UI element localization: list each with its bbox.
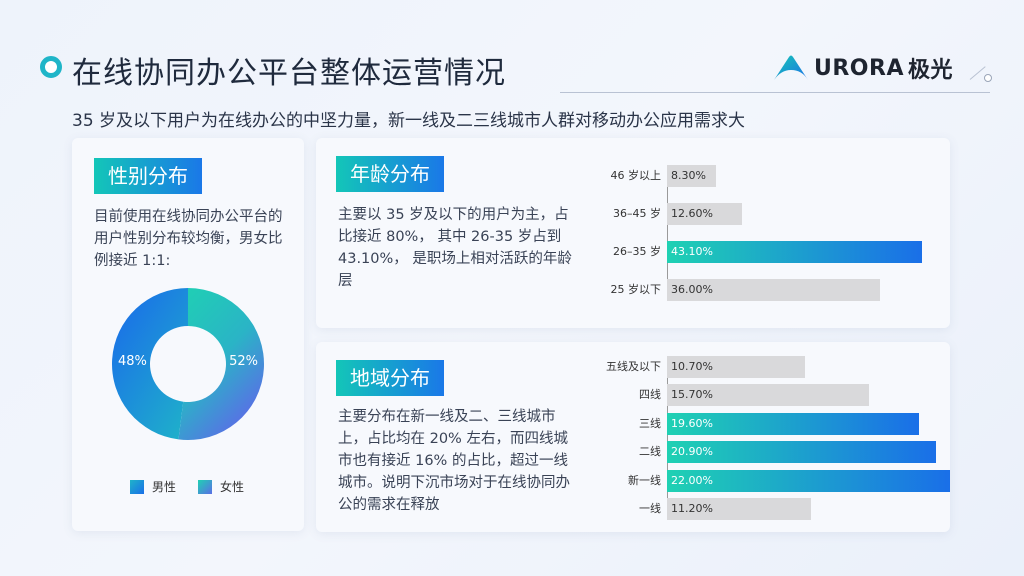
gender-tag: 性别分布 bbox=[94, 158, 202, 194]
legend-swatch-male bbox=[130, 479, 144, 494]
legend-label-female: 女性 bbox=[220, 480, 245, 494]
bar-category-label: 三线 bbox=[639, 416, 661, 430]
bar bbox=[667, 469, 950, 492]
legend-swatch-female bbox=[198, 479, 212, 494]
bar-value-label: 20.90% bbox=[671, 445, 713, 459]
bar-value-label: 36.00% bbox=[671, 283, 713, 296]
bar-value-label: 8.30% bbox=[671, 169, 706, 182]
bar-row: 36–45 岁 12.60% bbox=[613, 203, 922, 225]
bar bbox=[667, 384, 869, 407]
gender-donut-chart: 48% 52% bbox=[110, 286, 266, 442]
region-tag: 地域分布 bbox=[336, 360, 444, 396]
bar-value-label: 10.70% bbox=[671, 360, 713, 373]
page-title: 在线协同办公平台整体运营情况 bbox=[72, 56, 506, 91]
bar-row: 四线 15.70% bbox=[639, 384, 950, 407]
bar-value-label: 11.20% bbox=[671, 502, 713, 515]
bar-row: 46 岁以上 8.30% bbox=[611, 165, 922, 187]
bar bbox=[667, 441, 936, 464]
bar-row: 25 岁以下 36.00% bbox=[611, 279, 922, 301]
bar-row: 新一线 22.00% bbox=[628, 469, 950, 492]
bar-value-label: 15.70% bbox=[671, 388, 713, 402]
bar-category-label: 26–35 岁 bbox=[613, 245, 661, 258]
age-card: 年龄分布 主要以 35 岁及以下的用户为主，占比接近 80%， 其中 26-35… bbox=[316, 138, 950, 328]
bar-row: 26–35 岁 43.10% bbox=[613, 241, 922, 263]
bar-value-label: 19.60% bbox=[671, 416, 713, 430]
bar-value-label: 12.60% bbox=[671, 207, 713, 220]
donut-slice-male bbox=[111, 288, 188, 440]
logo-text: URORA bbox=[814, 55, 904, 81]
aurora-logo-icon bbox=[774, 55, 808, 80]
header: 在线协同办公平台整体运营情况 URORA 极光 bbox=[40, 44, 992, 94]
gender-card: 性别分布 目前使用在线协同办公平台的用户性别分布较均衡，男女比例接近 1:1: bbox=[72, 138, 304, 531]
bar-category-label: 新一线 bbox=[628, 473, 661, 487]
bar-value-label: 43.10% bbox=[671, 245, 713, 258]
bar-row: 三线 19.60% bbox=[639, 412, 950, 435]
age-tag: 年龄分布 bbox=[336, 156, 444, 192]
age-description: 主要以 35 岁及以下的用户为主，占比接近 80%， 其中 26-35 岁占到 … bbox=[338, 207, 572, 289]
donut-label-male: 48% bbox=[118, 354, 147, 369]
header-divider bbox=[560, 92, 990, 93]
bar-axis-line bbox=[667, 165, 668, 301]
bar bbox=[667, 412, 920, 435]
region-description: 主要分布在新一线及二、三线城市上，占比均在 20% 左右，而四线城市也有接近 1… bbox=[338, 409, 570, 513]
legend-item-male: 男性 bbox=[130, 478, 176, 495]
donut-slice-female bbox=[178, 288, 264, 440]
bar bbox=[667, 279, 880, 301]
bar-row: 五线及以下 10.70% bbox=[606, 356, 950, 378]
bar bbox=[667, 498, 812, 520]
header-divider-dot bbox=[984, 74, 992, 82]
bar-category-label: 36–45 岁 bbox=[613, 207, 661, 220]
bar-row: 二线 20.90% bbox=[639, 441, 950, 464]
region-card: 地域分布 主要分布在新一线及二、三线城市上，占比均在 20% 左右，而四线城市也… bbox=[316, 342, 950, 532]
bar-category-label: 25 岁以下 bbox=[610, 283, 662, 296]
bar-axis-line bbox=[667, 356, 668, 520]
legend-label-male: 男性 bbox=[152, 480, 177, 494]
bar bbox=[667, 165, 717, 187]
logo-suffix: 极光 bbox=[907, 58, 953, 83]
bar-category-label: 46 岁以上 bbox=[610, 169, 662, 182]
donut-label-female: 52% bbox=[229, 354, 258, 369]
bar bbox=[667, 203, 742, 225]
bar bbox=[667, 356, 805, 378]
bar-category-label: 一线 bbox=[639, 502, 661, 515]
donut-svg: 48% 52% bbox=[111, 288, 264, 440]
bar-row: 一线 11.20% bbox=[639, 498, 950, 520]
brand-logo: URORA 极光 bbox=[772, 52, 953, 84]
bar-category-label: 四线 bbox=[639, 388, 661, 402]
gender-description: 目前使用在线协同办公平台的用户性别分布较均衡，男女比例接近 1:1: bbox=[94, 209, 283, 269]
page-subtitle: 35 岁及以下用户为在线办公的中坚力量，新一线及二三线城市人群对移动办公应用需求… bbox=[72, 111, 746, 131]
title-bullet-icon bbox=[40, 56, 62, 78]
bar-category-label: 二线 bbox=[639, 445, 661, 459]
legend-item-female: 女性 bbox=[198, 478, 244, 495]
bar bbox=[667, 241, 922, 263]
bar-category-label: 五线及以下 bbox=[606, 360, 661, 373]
bar-value-label: 22.00% bbox=[671, 473, 713, 487]
